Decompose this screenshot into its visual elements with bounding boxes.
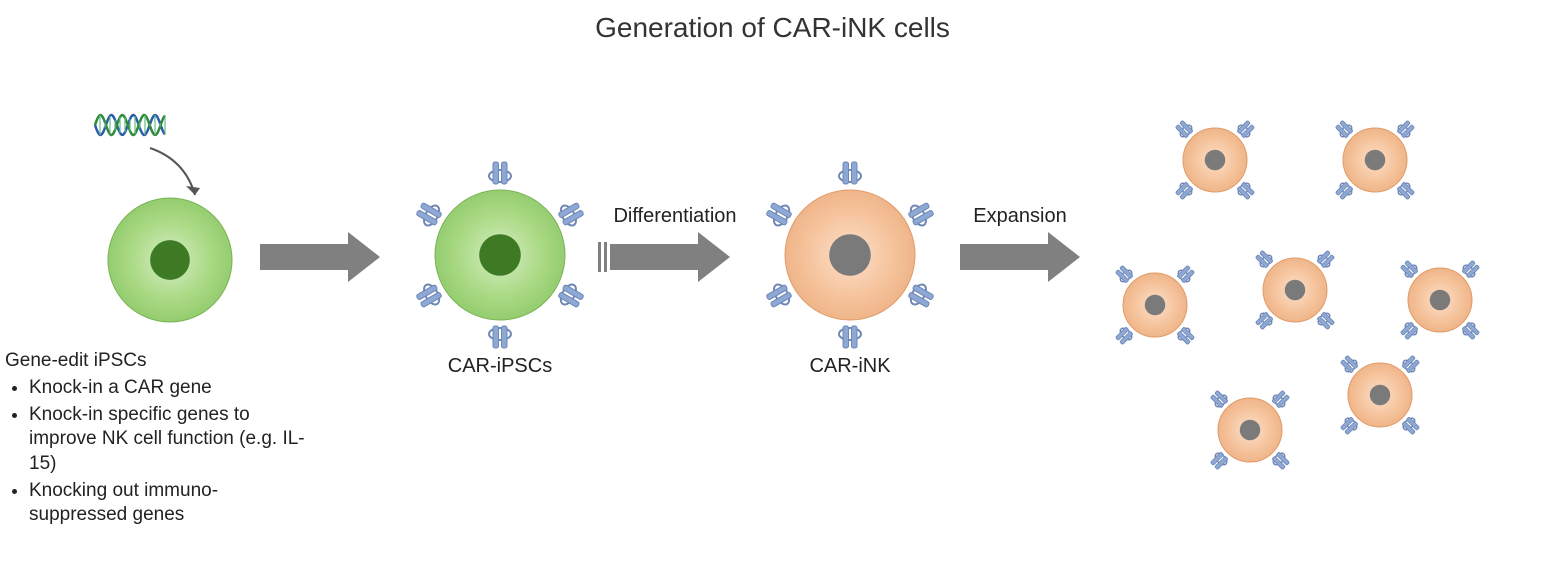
- car-receptor-icon: [906, 199, 936, 229]
- car-receptor-icon: [1334, 181, 1355, 202]
- gene-edit-bullets: Knock-in a CAR gene Knock-in specific ge…: [5, 376, 305, 528]
- car-receptor-icon: [1174, 119, 1195, 140]
- dna-helix-icon: [95, 115, 165, 135]
- ink-cell: [1334, 119, 1416, 201]
- car-receptor-icon: [764, 199, 794, 229]
- car-receptor-icon: [1176, 326, 1197, 347]
- ink-cell: [1114, 264, 1196, 346]
- ink-cell: [1209, 389, 1291, 471]
- arrows-layer: [260, 232, 1080, 282]
- gene-edit-heading: Gene-edit iPSCs: [5, 350, 305, 372]
- car-receptor-icon: [1114, 326, 1135, 347]
- car-receptor-icon: [1399, 259, 1420, 280]
- car-receptor-icon: [1271, 389, 1292, 410]
- process-arrow-icon: [960, 232, 1080, 282]
- car-receptor-icon: [556, 199, 586, 229]
- ink-cell: [1174, 119, 1256, 201]
- car-receptor-icon: [1316, 311, 1337, 332]
- car-receptor-icon: [489, 162, 511, 184]
- car-receptor-icon: [1334, 119, 1355, 140]
- car-receptor-icon: [1176, 264, 1197, 285]
- car-receptor-icon: [1271, 451, 1292, 472]
- process-arrow-icon: [260, 232, 380, 282]
- car-receptor-icon: [1174, 181, 1195, 202]
- car-receptor-icon: [1316, 249, 1337, 270]
- car-receptor-icon: [1401, 416, 1422, 437]
- ink-cell: [764, 162, 936, 348]
- car-receptor-icon: [1339, 354, 1360, 375]
- car-receptor-icon: [1254, 249, 1275, 270]
- car-receptor-icon: [489, 326, 511, 348]
- process-arrow-icon: [610, 232, 730, 282]
- car-ink-label: CAR-iNK: [770, 355, 930, 378]
- car-receptor-icon: [1339, 416, 1360, 437]
- car-receptor-icon: [556, 281, 586, 311]
- bullet-2: Knock-in specific genes to improve NK ce…: [29, 403, 305, 477]
- ipsc-cell: [414, 162, 586, 348]
- car-receptor-icon: [839, 162, 861, 184]
- car-receptor-icon: [1209, 389, 1230, 410]
- car-receptor-icon: [1254, 311, 1275, 332]
- differentiation-label: Differentiation: [600, 205, 750, 228]
- car-receptor-icon: [1236, 181, 1257, 202]
- car-receptor-icon: [839, 326, 861, 348]
- car-receptor-icon: [1209, 451, 1230, 472]
- car-receptor-icon: [1461, 259, 1482, 280]
- car-receptor-icon: [906, 281, 936, 311]
- ink-cell: [1254, 249, 1336, 331]
- car-receptor-icon: [1236, 119, 1257, 140]
- car-receptor-icon: [1461, 321, 1482, 342]
- car-receptor-icon: [1396, 119, 1417, 140]
- car-receptor-icon: [1401, 354, 1422, 375]
- bullet-1: Knock-in a CAR gene: [29, 376, 305, 401]
- ink-cell: [1339, 354, 1421, 436]
- dna-arrowhead-icon: [186, 186, 200, 195]
- gene-edit-text-block: Gene-edit iPSCs Knock-in a CAR gene Knoc…: [5, 350, 305, 530]
- car-receptor-icon: [764, 281, 794, 311]
- car-receptor-icon: [1399, 321, 1420, 342]
- ink-cell: [1399, 259, 1481, 341]
- car-receptor-icon: [1396, 181, 1417, 202]
- car-receptor-icon: [1114, 264, 1135, 285]
- car-receptor-icon: [414, 199, 444, 229]
- car-receptor-icon: [414, 281, 444, 311]
- car-ipsc-label: CAR-iPSCs: [415, 355, 585, 378]
- bullet-3: Knocking out immuno-suppressed genes: [29, 479, 305, 528]
- ipsc-cell: [108, 198, 232, 322]
- cells-layer: [108, 119, 1481, 471]
- expansion-label: Expansion: [955, 205, 1085, 228]
